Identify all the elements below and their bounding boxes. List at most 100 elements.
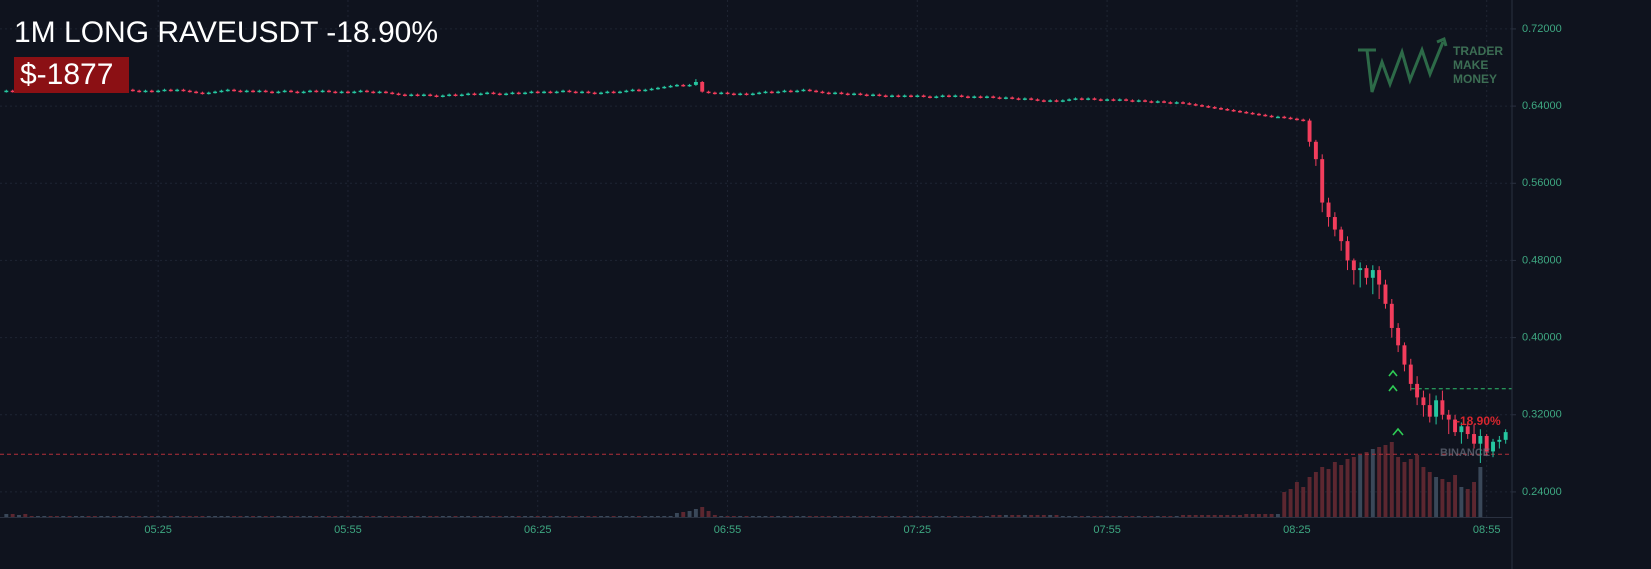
- candle-body: [282, 90, 287, 93]
- candle-body: [1092, 98, 1097, 100]
- volume-bar: [1231, 515, 1236, 517]
- candle-body: [497, 93, 502, 96]
- volume-bar: [605, 516, 610, 517]
- candle-body: [801, 89, 806, 92]
- volume-bar: [396, 516, 401, 517]
- candle-body: [706, 91, 711, 94]
- candle-body: [238, 90, 243, 93]
- volume-bar: [788, 516, 793, 517]
- candle-body: [1117, 99, 1122, 101]
- candle-body: [1193, 104, 1198, 106]
- volume-bar: [1408, 459, 1413, 517]
- candle-body: [390, 92, 395, 95]
- candle-body: [1364, 268, 1369, 278]
- chart-title: 1M LONG RAVEUSDT -18.90%: [14, 16, 438, 49]
- candle-body: [693, 81, 698, 85]
- volume-bar: [599, 516, 603, 517]
- candle-body: [1111, 99, 1116, 101]
- logo-mark: [1365, 41, 1445, 93]
- candle-body: [1370, 270, 1375, 278]
- candle-body: [1503, 432, 1508, 440]
- volume-bar: [1427, 472, 1432, 517]
- candle-body: [1048, 100, 1053, 102]
- volume-bar: [371, 516, 376, 517]
- volume-bar: [529, 516, 534, 517]
- volume-bar: [1238, 515, 1242, 517]
- volume-bar: [80, 516, 85, 517]
- candle-body: [795, 90, 800, 93]
- candle-body: [814, 90, 819, 93]
- candle-body: [187, 90, 192, 93]
- volume-bar: [257, 516, 262, 517]
- volume-bar: [871, 516, 875, 517]
- volume-bar: [845, 516, 850, 517]
- candle-body: [611, 91, 616, 94]
- volume-bar: [1212, 515, 1217, 517]
- candle-body: [782, 90, 787, 93]
- candle-body: [1029, 98, 1034, 100]
- volume-bar: [744, 516, 749, 517]
- volume-bar: [611, 516, 616, 517]
- candle-body: [1206, 106, 1211, 108]
- x-tick-label: 05:25: [144, 524, 172, 536]
- volume-bar: [485, 516, 490, 517]
- volume-bar: [459, 516, 464, 517]
- volume-bar: [795, 516, 800, 517]
- candle-body: [1415, 383, 1420, 398]
- volume-bar: [472, 516, 477, 517]
- volume-bar: [1060, 516, 1065, 517]
- candle-body: [1098, 99, 1103, 101]
- candle-body: [1421, 397, 1426, 406]
- volume-bar: [561, 516, 566, 517]
- candle-body: [1086, 98, 1091, 100]
- volume-bar: [674, 513, 679, 517]
- volume-bar: [168, 516, 173, 517]
- candle-body: [4, 90, 9, 93]
- candle-body: [915, 95, 920, 97]
- candle-body: [529, 91, 534, 94]
- volume-bar: [1086, 516, 1091, 517]
- volume-bar: [156, 516, 161, 517]
- candle-body: [396, 93, 401, 96]
- candle-body: [225, 89, 230, 92]
- candle-body: [662, 86, 667, 89]
- volume-bar: [630, 516, 635, 517]
- candle-body: [415, 94, 420, 97]
- volume-bar: [295, 516, 300, 517]
- candle-body: [371, 91, 376, 94]
- volume-bar: [738, 516, 743, 517]
- volume-bar: [637, 516, 641, 517]
- candle-body: [149, 90, 154, 93]
- candle-body: [175, 89, 180, 92]
- volume-bar: [491, 516, 496, 517]
- candle-body: [434, 95, 439, 97]
- logo-text: MAKE: [1453, 58, 1488, 72]
- volume-bar: [586, 516, 591, 517]
- candle-body: [301, 91, 306, 94]
- candle-body: [1225, 108, 1230, 111]
- candle-body: [1383, 284, 1388, 304]
- candle-body: [352, 91, 357, 94]
- y-tick-label: 0.56000: [1522, 177, 1562, 189]
- candle-body: [1212, 107, 1217, 109]
- volume-bar: [915, 516, 920, 517]
- candle-body: [909, 95, 913, 97]
- candle-body: [712, 92, 717, 95]
- volume-bar: [1219, 515, 1223, 517]
- candle-body: [858, 93, 863, 96]
- volume-bar: [17, 515, 21, 517]
- volume-bar: [1446, 482, 1451, 517]
- volume-bar: [725, 516, 730, 517]
- volume-bar: [200, 516, 205, 517]
- volume-bar: [516, 516, 521, 517]
- volume-bar: [965, 516, 970, 517]
- candle-body: [1010, 97, 1015, 99]
- volume-bar: [573, 516, 578, 517]
- volume-bar: [890, 516, 894, 517]
- volume-bar: [143, 516, 148, 517]
- volume-bar: [700, 507, 705, 517]
- volume-bar: [719, 516, 724, 517]
- candle-body: [1054, 100, 1059, 102]
- pct-label: -18.90%: [1456, 414, 1501, 428]
- volume-bar: [921, 516, 926, 517]
